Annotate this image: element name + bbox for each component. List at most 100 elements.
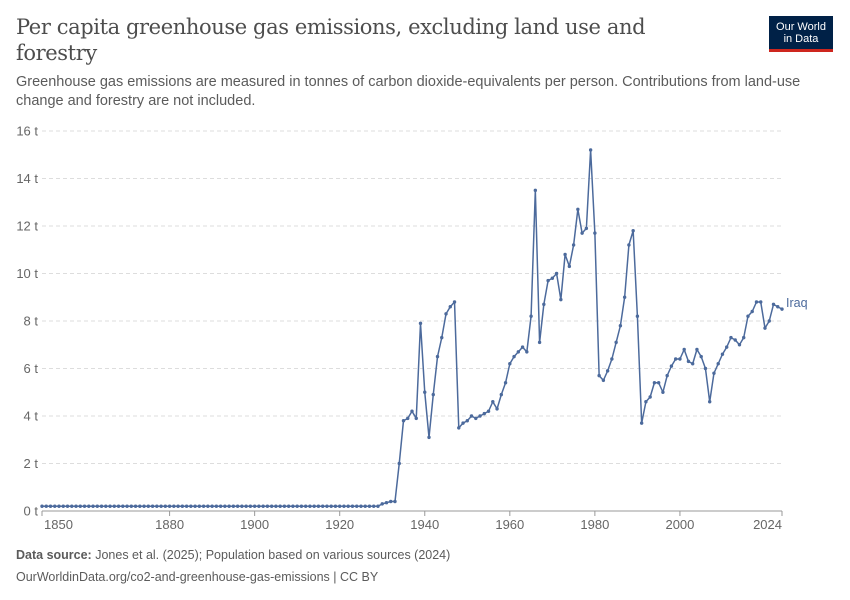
data-point[interactable] <box>542 302 546 307</box>
data-point[interactable] <box>690 362 695 366</box>
data-point[interactable] <box>265 504 270 508</box>
data-point[interactable] <box>686 359 691 364</box>
data-point[interactable] <box>750 309 754 314</box>
data-point[interactable] <box>48 504 53 508</box>
data-point[interactable] <box>99 504 104 508</box>
series-label-iraq[interactable]: Iraq <box>786 296 808 310</box>
data-point[interactable] <box>771 302 776 307</box>
data-point[interactable] <box>444 312 448 316</box>
data-point[interactable] <box>742 335 746 340</box>
data-point[interactable] <box>57 504 61 508</box>
data-point[interactable] <box>308 504 312 508</box>
data-point[interactable] <box>155 504 159 508</box>
data-point[interactable] <box>618 324 623 328</box>
data-point[interactable] <box>431 392 435 397</box>
data-point[interactable] <box>180 504 185 508</box>
data-point[interactable] <box>65 504 70 508</box>
data-point[interactable] <box>448 305 452 309</box>
data-point[interactable] <box>601 378 606 383</box>
data-point[interactable] <box>218 504 223 508</box>
data-point[interactable] <box>567 264 572 269</box>
data-point[interactable] <box>537 340 542 345</box>
data-point[interactable] <box>286 504 291 508</box>
data-point[interactable] <box>754 300 759 304</box>
data-point[interactable] <box>418 321 423 326</box>
data-point[interactable] <box>363 504 367 508</box>
data-point[interactable] <box>274 504 278 508</box>
data-point[interactable] <box>661 390 665 394</box>
data-point[interactable] <box>278 504 282 508</box>
data-point[interactable] <box>125 504 129 508</box>
data-point[interactable] <box>74 504 78 508</box>
owid-logo[interactable]: Our World in Data <box>769 16 833 52</box>
data-point[interactable] <box>648 395 652 399</box>
data-point[interactable] <box>320 504 325 508</box>
data-point[interactable] <box>133 504 138 508</box>
data-point[interactable] <box>703 366 708 371</box>
data-point[interactable] <box>597 373 601 378</box>
data-point[interactable] <box>121 504 125 508</box>
data-point[interactable] <box>342 504 346 508</box>
data-point[interactable] <box>746 314 750 318</box>
data-point[interactable] <box>95 504 99 508</box>
data-point[interactable] <box>214 504 219 508</box>
data-point[interactable] <box>461 421 465 425</box>
data-point[interactable] <box>512 354 516 359</box>
data-point[interactable] <box>355 504 359 508</box>
data-point[interactable] <box>206 504 210 508</box>
data-point[interactable] <box>465 419 469 423</box>
data-point[interactable] <box>550 276 555 280</box>
data-point[interactable] <box>652 381 657 385</box>
data-point[interactable] <box>716 362 720 366</box>
data-point[interactable] <box>588 148 593 152</box>
data-point[interactable] <box>733 338 737 342</box>
data-point[interactable] <box>282 504 287 508</box>
data-point[interactable] <box>410 409 414 413</box>
data-point[interactable] <box>474 416 478 421</box>
source-url[interactable]: OurWorldinData.org/co2-and-greenhouse-ga… <box>16 569 378 585</box>
data-point[interactable] <box>193 504 197 508</box>
data-point[interactable] <box>159 504 163 508</box>
data-point[interactable] <box>104 504 108 508</box>
data-point[interactable] <box>580 231 584 235</box>
data-point[interactable] <box>725 345 729 349</box>
data-point[interactable] <box>112 504 116 508</box>
data-point[interactable] <box>401 419 406 423</box>
data-point[interactable] <box>393 499 397 504</box>
data-point[interactable] <box>516 350 521 354</box>
data-point[interactable] <box>252 504 257 508</box>
data-point[interactable] <box>201 504 206 508</box>
data-point[interactable] <box>767 319 771 323</box>
data-point[interactable] <box>776 305 780 309</box>
data-point[interactable] <box>167 504 172 508</box>
data-point[interactable] <box>248 504 253 508</box>
data-point[interactable] <box>108 504 112 508</box>
data-point[interactable] <box>367 504 372 508</box>
data-point[interactable] <box>435 354 440 359</box>
data-point[interactable] <box>223 504 227 508</box>
data-point[interactable] <box>593 231 597 235</box>
data-point[interactable] <box>150 504 155 508</box>
data-point[interactable] <box>87 504 91 508</box>
data-point[interactable] <box>546 278 550 283</box>
data-point[interactable] <box>614 340 618 345</box>
data-point[interactable] <box>329 504 333 508</box>
data-point[interactable] <box>559 297 563 302</box>
data-point[interactable] <box>163 504 168 508</box>
data-point[interactable] <box>759 300 763 304</box>
data-point[interactable] <box>53 504 57 508</box>
data-point[interactable] <box>635 314 640 318</box>
data-point[interactable] <box>397 461 401 466</box>
data-point[interactable] <box>61 504 65 508</box>
data-point[interactable] <box>210 504 214 508</box>
data-point[interactable] <box>138 504 142 508</box>
data-point[interactable] <box>350 504 355 508</box>
data-point[interactable] <box>261 504 265 508</box>
data-point[interactable] <box>44 504 48 508</box>
data-point[interactable] <box>70 504 74 508</box>
data-point[interactable] <box>682 347 686 352</box>
data-point[interactable] <box>338 504 342 508</box>
data-point[interactable] <box>503 381 508 385</box>
data-point[interactable] <box>469 414 474 418</box>
data-point[interactable] <box>508 362 512 366</box>
